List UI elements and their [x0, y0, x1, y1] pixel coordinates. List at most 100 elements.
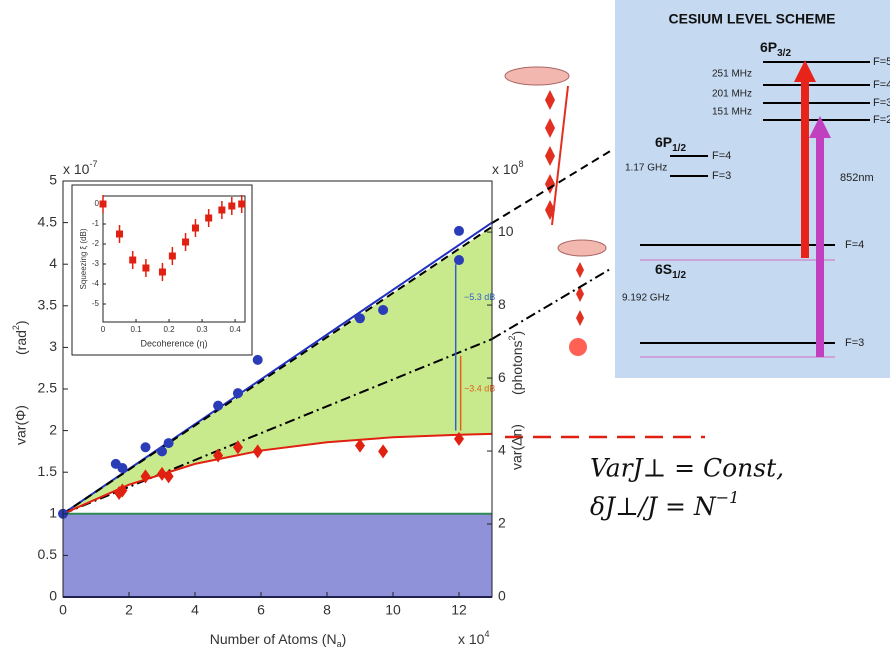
point — [213, 448, 224, 463]
f-label: F=3 — [845, 337, 864, 349]
point — [232, 440, 243, 455]
area — [63, 513, 492, 597]
label-super: 2 — [11, 325, 21, 330]
y-tick-label: 2.5 — [38, 380, 58, 396]
y2-tick-label: 0 — [498, 588, 506, 604]
y2-tick-label: 2 — [498, 515, 506, 531]
label-part: x 10 — [492, 161, 519, 177]
label: (rad2) — [11, 320, 28, 355]
label: x 10-7 — [63, 159, 97, 176]
f-label: F=5 — [873, 56, 890, 68]
state: 6S — [655, 261, 672, 277]
state: 6P — [760, 39, 777, 55]
y-tick-label: 0 — [95, 199, 100, 208]
x-tick-label: 6 — [257, 602, 265, 618]
equation-base: δJ⊥/J = N — [590, 492, 717, 521]
equation: δJ⊥/J = N−1 — [590, 488, 739, 521]
atom-path — [551, 85, 569, 226]
y-tick-label: 1 — [49, 505, 57, 521]
y-tick-label: 3 — [49, 338, 57, 354]
x-tick-label: 0.3 — [197, 325, 209, 334]
point — [252, 354, 263, 365]
point — [117, 463, 128, 474]
point — [142, 264, 150, 272]
f-label: F=2 — [873, 114, 890, 126]
y-tick-label: 5 — [49, 172, 57, 188]
x-tick-label: 4 — [191, 602, 199, 618]
connector — [491, 267, 613, 340]
point — [158, 268, 166, 276]
point — [378, 444, 389, 459]
atom-trap — [504, 66, 570, 86]
label: (photons2) — [507, 331, 524, 395]
splitting: 201 MHz — [712, 89, 752, 100]
y-tick-label: 0 — [49, 588, 57, 604]
x-tick-label: 0 — [101, 325, 106, 334]
point — [355, 438, 365, 453]
y-tick-label: -5 — [92, 299, 100, 308]
x-tick-label: 2 — [125, 602, 133, 618]
point — [454, 255, 464, 266]
point — [182, 238, 190, 246]
label-part: ) — [13, 320, 29, 325]
y2-label: var(Δn) — [509, 424, 525, 470]
y-tick-label: -4 — [92, 279, 100, 288]
state-sub: 3/2 — [777, 48, 791, 59]
label-part: (photons — [509, 341, 525, 395]
splitting: 251 MHz — [712, 69, 752, 80]
point — [117, 483, 128, 498]
arrow-head — [794, 60, 816, 82]
y-tick-label: 1.5 — [38, 463, 58, 479]
label-super: -7 — [89, 159, 97, 169]
arrow-head — [809, 116, 831, 138]
state: 6P — [655, 134, 672, 150]
point — [116, 230, 124, 238]
point — [129, 256, 137, 264]
x-tick-label: 10 — [385, 602, 401, 618]
atom-chain — [545, 90, 584, 326]
point — [140, 469, 151, 484]
line — [62, 225, 493, 515]
x-tick-label: 0.2 — [163, 325, 175, 334]
state-label: 6P1/2 — [655, 134, 686, 154]
diagram-panel — [615, 0, 890, 378]
point — [238, 200, 246, 208]
inset-frame — [102, 195, 246, 323]
f-label: F=3 — [873, 97, 890, 109]
label-part: Number of Atoms (N — [210, 631, 337, 647]
state-label: 6P3/2 — [760, 39, 791, 59]
connector — [491, 149, 613, 224]
y2-tick-label: 4 — [498, 442, 506, 458]
atom-glow — [569, 338, 587, 356]
inset: 0 -1 -2 -3 -4 -5 0 0.1 0.2 0.3 0.4 Decoherence (η) S… — [71, 184, 253, 356]
y-tick-label: 2 — [49, 421, 57, 437]
point — [378, 304, 389, 315]
point — [140, 442, 151, 453]
point — [157, 446, 167, 457]
y2-tick-label: 6 — [498, 369, 506, 385]
y-label: Squeezing ξ (dB) — [79, 228, 88, 289]
label-super: 2 — [507, 336, 517, 341]
main-plot: −5.3 dB −3.4 dB 0 0.5 1 1.5 2 2.5 3 3.5 4 4.5 5 0 2 4 6 8… — [11, 159, 524, 649]
splitting: 9.192 GHz — [622, 293, 670, 304]
x-tick-label: 12 — [451, 602, 467, 618]
y-tick-label: -2 — [92, 239, 100, 248]
y-tick-label: 3.5 — [38, 297, 58, 313]
label: x 104 — [458, 629, 489, 646]
f-label: F=3 — [712, 170, 731, 182]
x-tick-label: 0.1 — [130, 325, 142, 334]
diagram-title: CESIUM LEVEL SCHEME — [669, 11, 836, 27]
splitting: 151 MHz — [712, 107, 752, 118]
annotation: −5.3 dB — [464, 292, 495, 302]
point — [228, 202, 236, 210]
line — [62, 432, 493, 515]
state-label: 6S1/2 — [655, 261, 686, 281]
y2-tick-label: 10 — [498, 223, 514, 239]
equation: VarJ⊥ = Const, — [590, 454, 784, 483]
point — [252, 444, 263, 459]
point — [191, 224, 199, 232]
atom-trap — [557, 239, 607, 257]
x-tick-label: 8 — [323, 602, 331, 618]
point — [232, 388, 243, 399]
